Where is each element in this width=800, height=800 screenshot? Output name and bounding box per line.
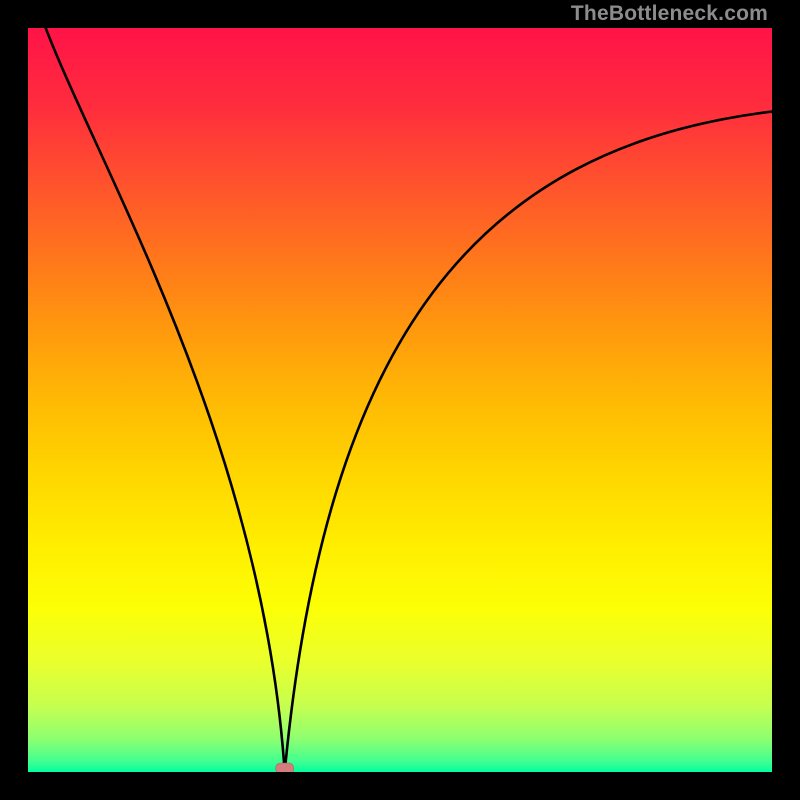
watermark-text: TheBottleneck.com xyxy=(571,2,768,26)
bottleneck-chart xyxy=(0,0,800,800)
chart-container: { "watermark": { "text": "TheBottleneck.… xyxy=(0,0,800,800)
